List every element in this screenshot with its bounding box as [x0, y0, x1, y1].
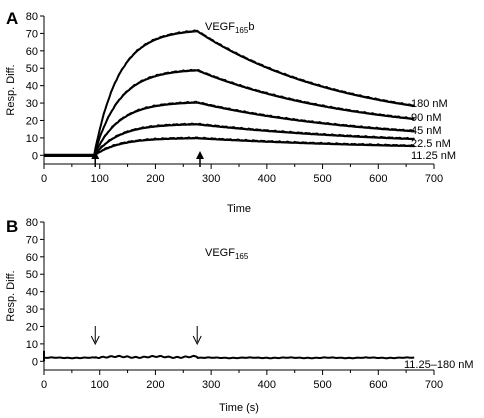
panel-a-x-tick-label: 100: [91, 173, 109, 185]
panel-a-x-tick-label: 300: [202, 173, 220, 185]
panel-b-series-1-data: [43, 354, 415, 360]
panel-a-series-label: 22.5 nM: [411, 138, 451, 150]
panel-a-series-3-data: [44, 100, 415, 157]
panel-a-arrowhead-1: [91, 151, 100, 159]
panel-a-y-tick-label: 50: [26, 63, 38, 75]
panel-b-x-tick-label: 0: [41, 379, 47, 391]
panel-b-x-tick-label: 200: [146, 379, 164, 391]
panel-a-y-tick-label: 60: [26, 46, 38, 58]
panel-a-arrowhead-2: [196, 151, 204, 159]
panel-b-y-tick-label: 60: [26, 252, 38, 264]
panel-a-letter: A: [6, 9, 18, 28]
panel-b-x-tick-label: 600: [369, 379, 387, 391]
panel-b-y-tick-label: 80: [26, 217, 38, 229]
panel-a-y-tick-label: 20: [26, 115, 38, 127]
panel-b-arrowhead-1: [90, 335, 100, 346]
panel-b-arrowhead-2: [192, 335, 202, 346]
panel-a-x-tick-label: 600: [369, 173, 387, 185]
panel-b-title: VEGF165: [205, 247, 249, 261]
panel-b-y-tick-label: 20: [26, 321, 38, 333]
panel-a-series-label: 90 nM: [411, 112, 442, 124]
panel-b-y-tick-label: 10: [26, 339, 38, 351]
panel-a-series-3-fit: [44, 102, 415, 157]
panel-a-title: VEGF165b: [205, 21, 254, 35]
panel-a-y-tick-label: 40: [26, 81, 38, 93]
panel-a-y-tick-label: 80: [26, 11, 38, 23]
panel-b-y-axis-label: Resp. Diff.: [5, 270, 17, 321]
panel-a-y-tick-label: 30: [26, 98, 38, 110]
panel-a-series-5-data: [44, 136, 415, 157]
panel-b-x-tick-label: 700: [425, 379, 443, 391]
panel-a-chart: A 0 10 20 30 40 50 60 70 80 0 100 200 300 400 500 600 700…: [5, 9, 456, 215]
panel-a-y-tick-label: 0: [32, 150, 38, 162]
panel-a-x-tick-label: 200: [146, 173, 164, 185]
panel-b-y-tick-label: 0: [32, 356, 38, 368]
panel-b-y-tick-label: 50: [26, 269, 38, 281]
panel-a-series-4-fit: [44, 124, 415, 157]
panel-b-chart: B 0 10 20 30 40 50 60 70 80 0 100 200 300 400 500 600 700…: [5, 217, 474, 414]
panel-a-x-tick-label: 700: [425, 173, 443, 185]
panel-a-series-4-data: [44, 122, 415, 157]
panel-a-series-1-fit: [44, 31, 415, 157]
panel-a-x-tick-label: 0: [41, 173, 47, 185]
panel-a-series-label: 11.25 nM: [411, 150, 456, 162]
panel-a-y-tick-label: 10: [26, 133, 38, 145]
panel-a-y-axis-label: Resp. Diff.: [5, 64, 17, 115]
panel-a-x-tick-label: 500: [313, 173, 331, 185]
panel-b-x-tick-label: 300: [202, 379, 220, 391]
panel-b-y-tick-label: 70: [26, 234, 38, 246]
panel-a-x-axis-label: Time: [227, 203, 251, 215]
panel-b-x-tick-label: 500: [313, 379, 331, 391]
panel-b-y-tick-label: 40: [26, 287, 38, 299]
panel-b-letter: B: [6, 217, 18, 236]
panel-a-series-2-fit: [44, 70, 415, 157]
panel-b-x-tick-label: 400: [258, 379, 276, 391]
panel-b-y-tick-label: 30: [26, 304, 38, 316]
panel-a-series-label: 45 nM: [411, 125, 442, 137]
panel-b-series-label: 11.25–180 nM: [404, 359, 474, 371]
panel-a-series-label: 180 nM: [411, 98, 448, 110]
panel-b-x-axis-label: Time (s): [219, 402, 259, 414]
panel-a-x-tick-label: 400: [258, 173, 276, 185]
panel-a-series-5-fit: [44, 138, 415, 157]
panel-b-x-tick-label: 100: [91, 379, 109, 391]
panel-a-y-tick-label: 70: [26, 28, 38, 40]
